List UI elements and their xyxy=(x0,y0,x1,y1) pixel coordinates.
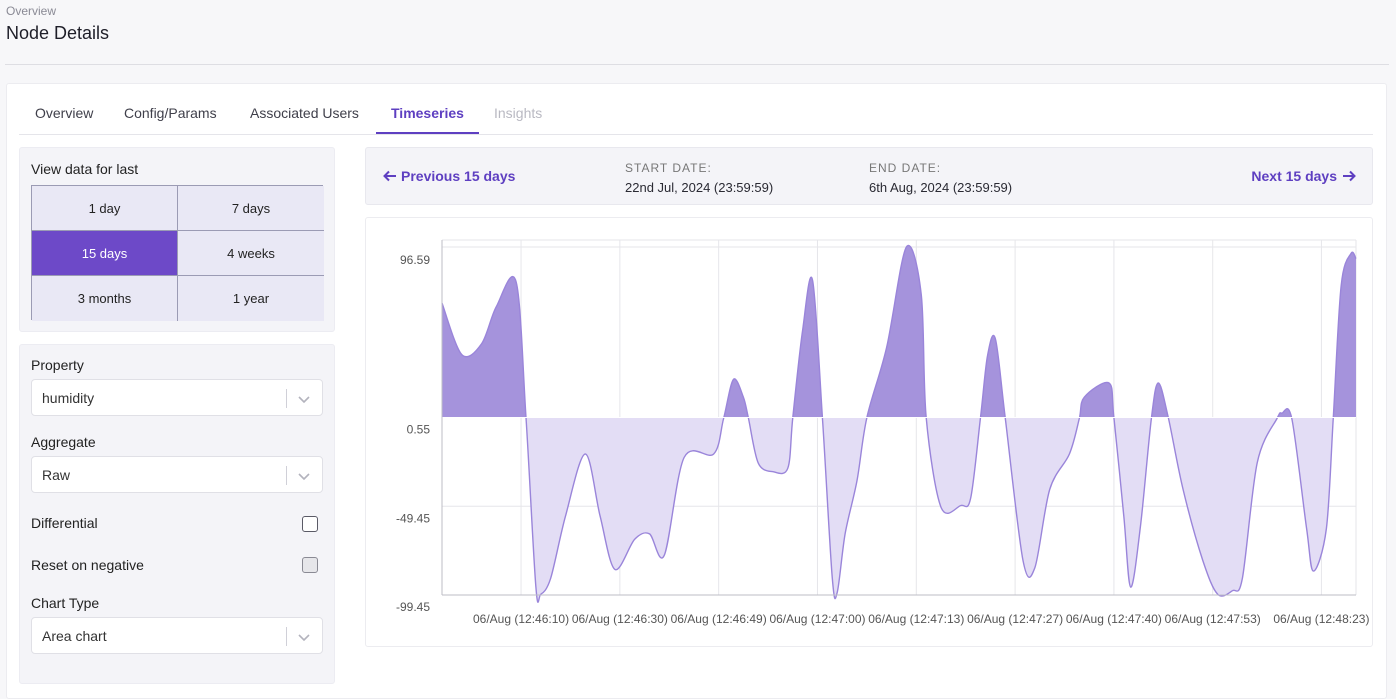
end-date-value: 6th Aug, 2024 (23:59:59) xyxy=(869,180,1013,195)
date-nav-bar: Previous 15 days START DATE: 22nd Jul, 2… xyxy=(365,147,1373,205)
range-option-3-months[interactable]: 3 months xyxy=(32,276,178,321)
y-tick-label: -99.45 xyxy=(396,600,430,614)
tab-overview[interactable]: Overview xyxy=(35,105,94,121)
reset-negative-label: Reset on negative xyxy=(31,557,144,573)
x-tick-label: 06/Aug (12:47:13) xyxy=(868,612,964,626)
x-tick-label: 06/Aug (12:46:30) xyxy=(572,612,668,626)
x-tick-label: 06/Aug (12:47:40) xyxy=(1066,612,1162,626)
aggregate-label: Aggregate xyxy=(31,434,96,450)
chevron-down-icon xyxy=(298,634,310,642)
tab-bar: Overview Config/Params Associated Users … xyxy=(19,92,1373,135)
page-header: Overview Node Details xyxy=(0,0,1396,66)
select-separator xyxy=(286,466,287,485)
x-tick-label: 06/Aug (12:46:49) xyxy=(671,612,767,626)
chart-type-value: Area chart xyxy=(42,628,107,644)
reset-negative-checkbox[interactable] xyxy=(302,557,318,573)
range-label: View data for last xyxy=(31,161,139,177)
range-option-1-year[interactable]: 1 year xyxy=(178,276,324,321)
range-option-4-weeks[interactable]: 4 weeks xyxy=(178,231,324,276)
start-date-label: START DATE: xyxy=(625,161,712,175)
arrow-left-icon xyxy=(383,170,396,182)
y-tick-label: 0.55 xyxy=(407,423,431,437)
chevron-down-icon xyxy=(298,473,310,481)
aggregate-select[interactable]: Raw xyxy=(31,456,323,493)
aggregate-value: Raw xyxy=(42,467,71,483)
chart-type-select[interactable]: Area chart xyxy=(31,617,323,654)
area-above-baseline xyxy=(442,245,1356,418)
differential-label: Differential xyxy=(31,515,98,531)
property-select[interactable]: humidity xyxy=(31,379,323,416)
start-date-value: 22nd Jul, 2024 (23:59:59) xyxy=(625,180,774,195)
end-date-label: END DATE: xyxy=(869,161,942,175)
x-tick-label: 06/Aug (12:47:00) xyxy=(769,612,865,626)
x-tick-label: 06/Aug (12:47:53) xyxy=(1165,612,1261,626)
series-line-humidity xyxy=(441,244,1357,603)
property-label: Property xyxy=(31,357,84,373)
property-value: humidity xyxy=(42,390,95,406)
range-options: 1 day 7 days 15 days 4 weeks 3 months 1 … xyxy=(31,185,324,321)
tab-timeseries[interactable]: Timeseries xyxy=(376,92,479,134)
select-separator xyxy=(286,389,287,408)
area-below-baseline xyxy=(442,417,1356,600)
select-separator xyxy=(286,627,287,646)
y-tick-label: -49.45 xyxy=(396,511,430,525)
range-option-15-days[interactable]: 15 days xyxy=(32,231,178,276)
x-tick-label: 06/Aug (12:46:10) xyxy=(473,612,569,626)
next-period-button[interactable]: Next 15 days xyxy=(1251,168,1356,184)
range-option-7-days[interactable]: 7 days xyxy=(178,186,324,231)
x-tick-label: 06/Aug (12:47:27) xyxy=(967,612,1063,626)
breadcrumb[interactable]: Overview xyxy=(6,4,57,18)
range-option-1-day[interactable]: 1 day xyxy=(32,186,178,231)
y-tick-label: 96.59 xyxy=(400,253,430,267)
tab-insights: Insights xyxy=(494,105,543,121)
arrow-right-icon xyxy=(1343,170,1356,182)
differential-checkbox[interactable] xyxy=(302,516,318,532)
previous-period-label: Previous 15 days xyxy=(401,168,516,184)
chart-container: 96.59 0.55 -49.45 -99.45 06/Aug (12:46:10) 06… xyxy=(365,217,1373,647)
chevron-down-icon xyxy=(298,396,310,404)
x-tick-label: 06/Aug (12:48:23) xyxy=(1273,612,1369,626)
header-divider xyxy=(5,64,1389,65)
page-title: Node Details xyxy=(6,23,110,43)
tab-associated-users[interactable]: Associated Users xyxy=(250,105,359,121)
previous-period-button[interactable]: Previous 15 days xyxy=(383,168,515,184)
chart-type-label: Chart Type xyxy=(31,595,100,611)
tab-config-params[interactable]: Config/Params xyxy=(124,105,217,121)
next-period-label: Next 15 days xyxy=(1251,168,1337,184)
